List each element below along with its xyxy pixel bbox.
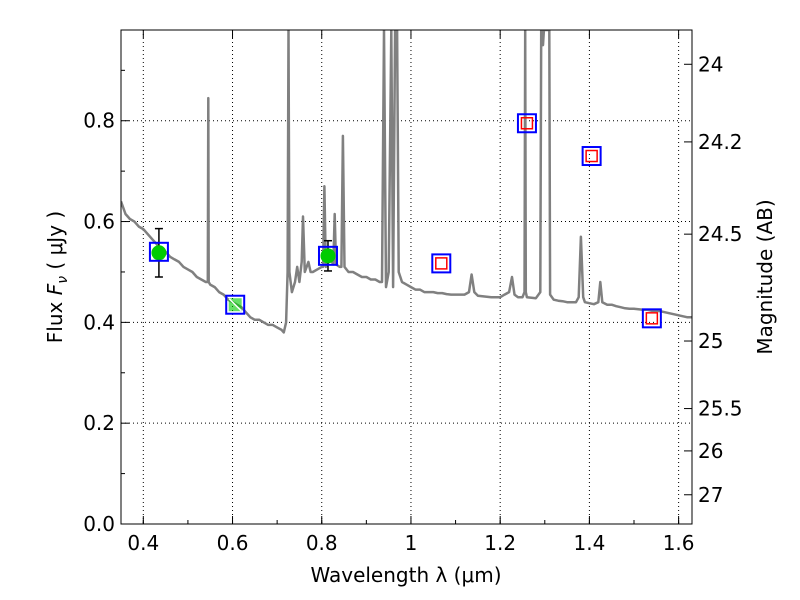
observed-detection-mark [228,298,242,312]
y2-tick-label: 26 [698,439,723,463]
model-spectrum [121,30,692,334]
x-tick-label: 0.4 [127,531,159,555]
x-axis-title: Wavelength λ (μm) [310,563,501,587]
model-photometry-point [431,253,452,274]
y2-tick-label: 24.2 [698,130,743,154]
observed-limit-point [585,149,598,163]
y2-tick-label: 25.5 [698,397,743,421]
y-tick-label: 0.6 [83,210,115,234]
model-photometry-point [641,308,662,329]
y-axis-title-symbol: F [43,283,67,295]
axis-ticks: 0.4 0.6 0.8 1 1.2 1.4 1.6 0.0 0.2 0.4 0.6 0.8 24 24.2… [83,30,743,555]
y-tick-label: 0.4 [83,310,115,334]
photometry-points [148,113,662,329]
model-photometry-point [225,294,246,315]
spectrum-line [121,30,692,334]
x-tick-label: 1 [405,531,418,555]
y2-tick-label: 27 [698,483,723,507]
y-axis-title-prefix: Flux [43,295,67,343]
observed-limit-point [645,312,659,325]
observed-detection-point [320,248,336,264]
model-photometry-point [581,146,602,167]
y-axis-title: Flux Fν ( μJy ) [43,211,71,343]
model-photometry-point [317,245,338,266]
observed-limit-point [520,117,534,130]
x-tick-label: 0.8 [306,531,338,555]
x-tick-label: 0.6 [217,531,249,555]
x-tick-label: 1.4 [573,531,605,555]
y-tick-label: 0.8 [83,109,115,133]
y-tick-label: 0.0 [83,512,115,536]
x-tick-label: 1.2 [484,531,516,555]
y2-axis-title: Magnitude (AB) [753,199,777,354]
y2-tick-label: 24.5 [698,222,743,246]
y2-tick-label: 24 [698,52,723,76]
model-photometry-point [148,241,169,262]
y2-tick-label: 25 [698,329,723,353]
observed-detection-point [151,245,167,261]
x-tick-label: 1.6 [663,531,695,555]
plot-frame [120,29,693,525]
observed-limit-point [435,257,448,270]
y-axis-title-suffix: ( μJy ) [43,211,67,276]
model-photometry-point [516,113,537,134]
y-axis-title-subscript: ν [55,276,71,284]
y-tick-label: 0.2 [83,411,115,435]
